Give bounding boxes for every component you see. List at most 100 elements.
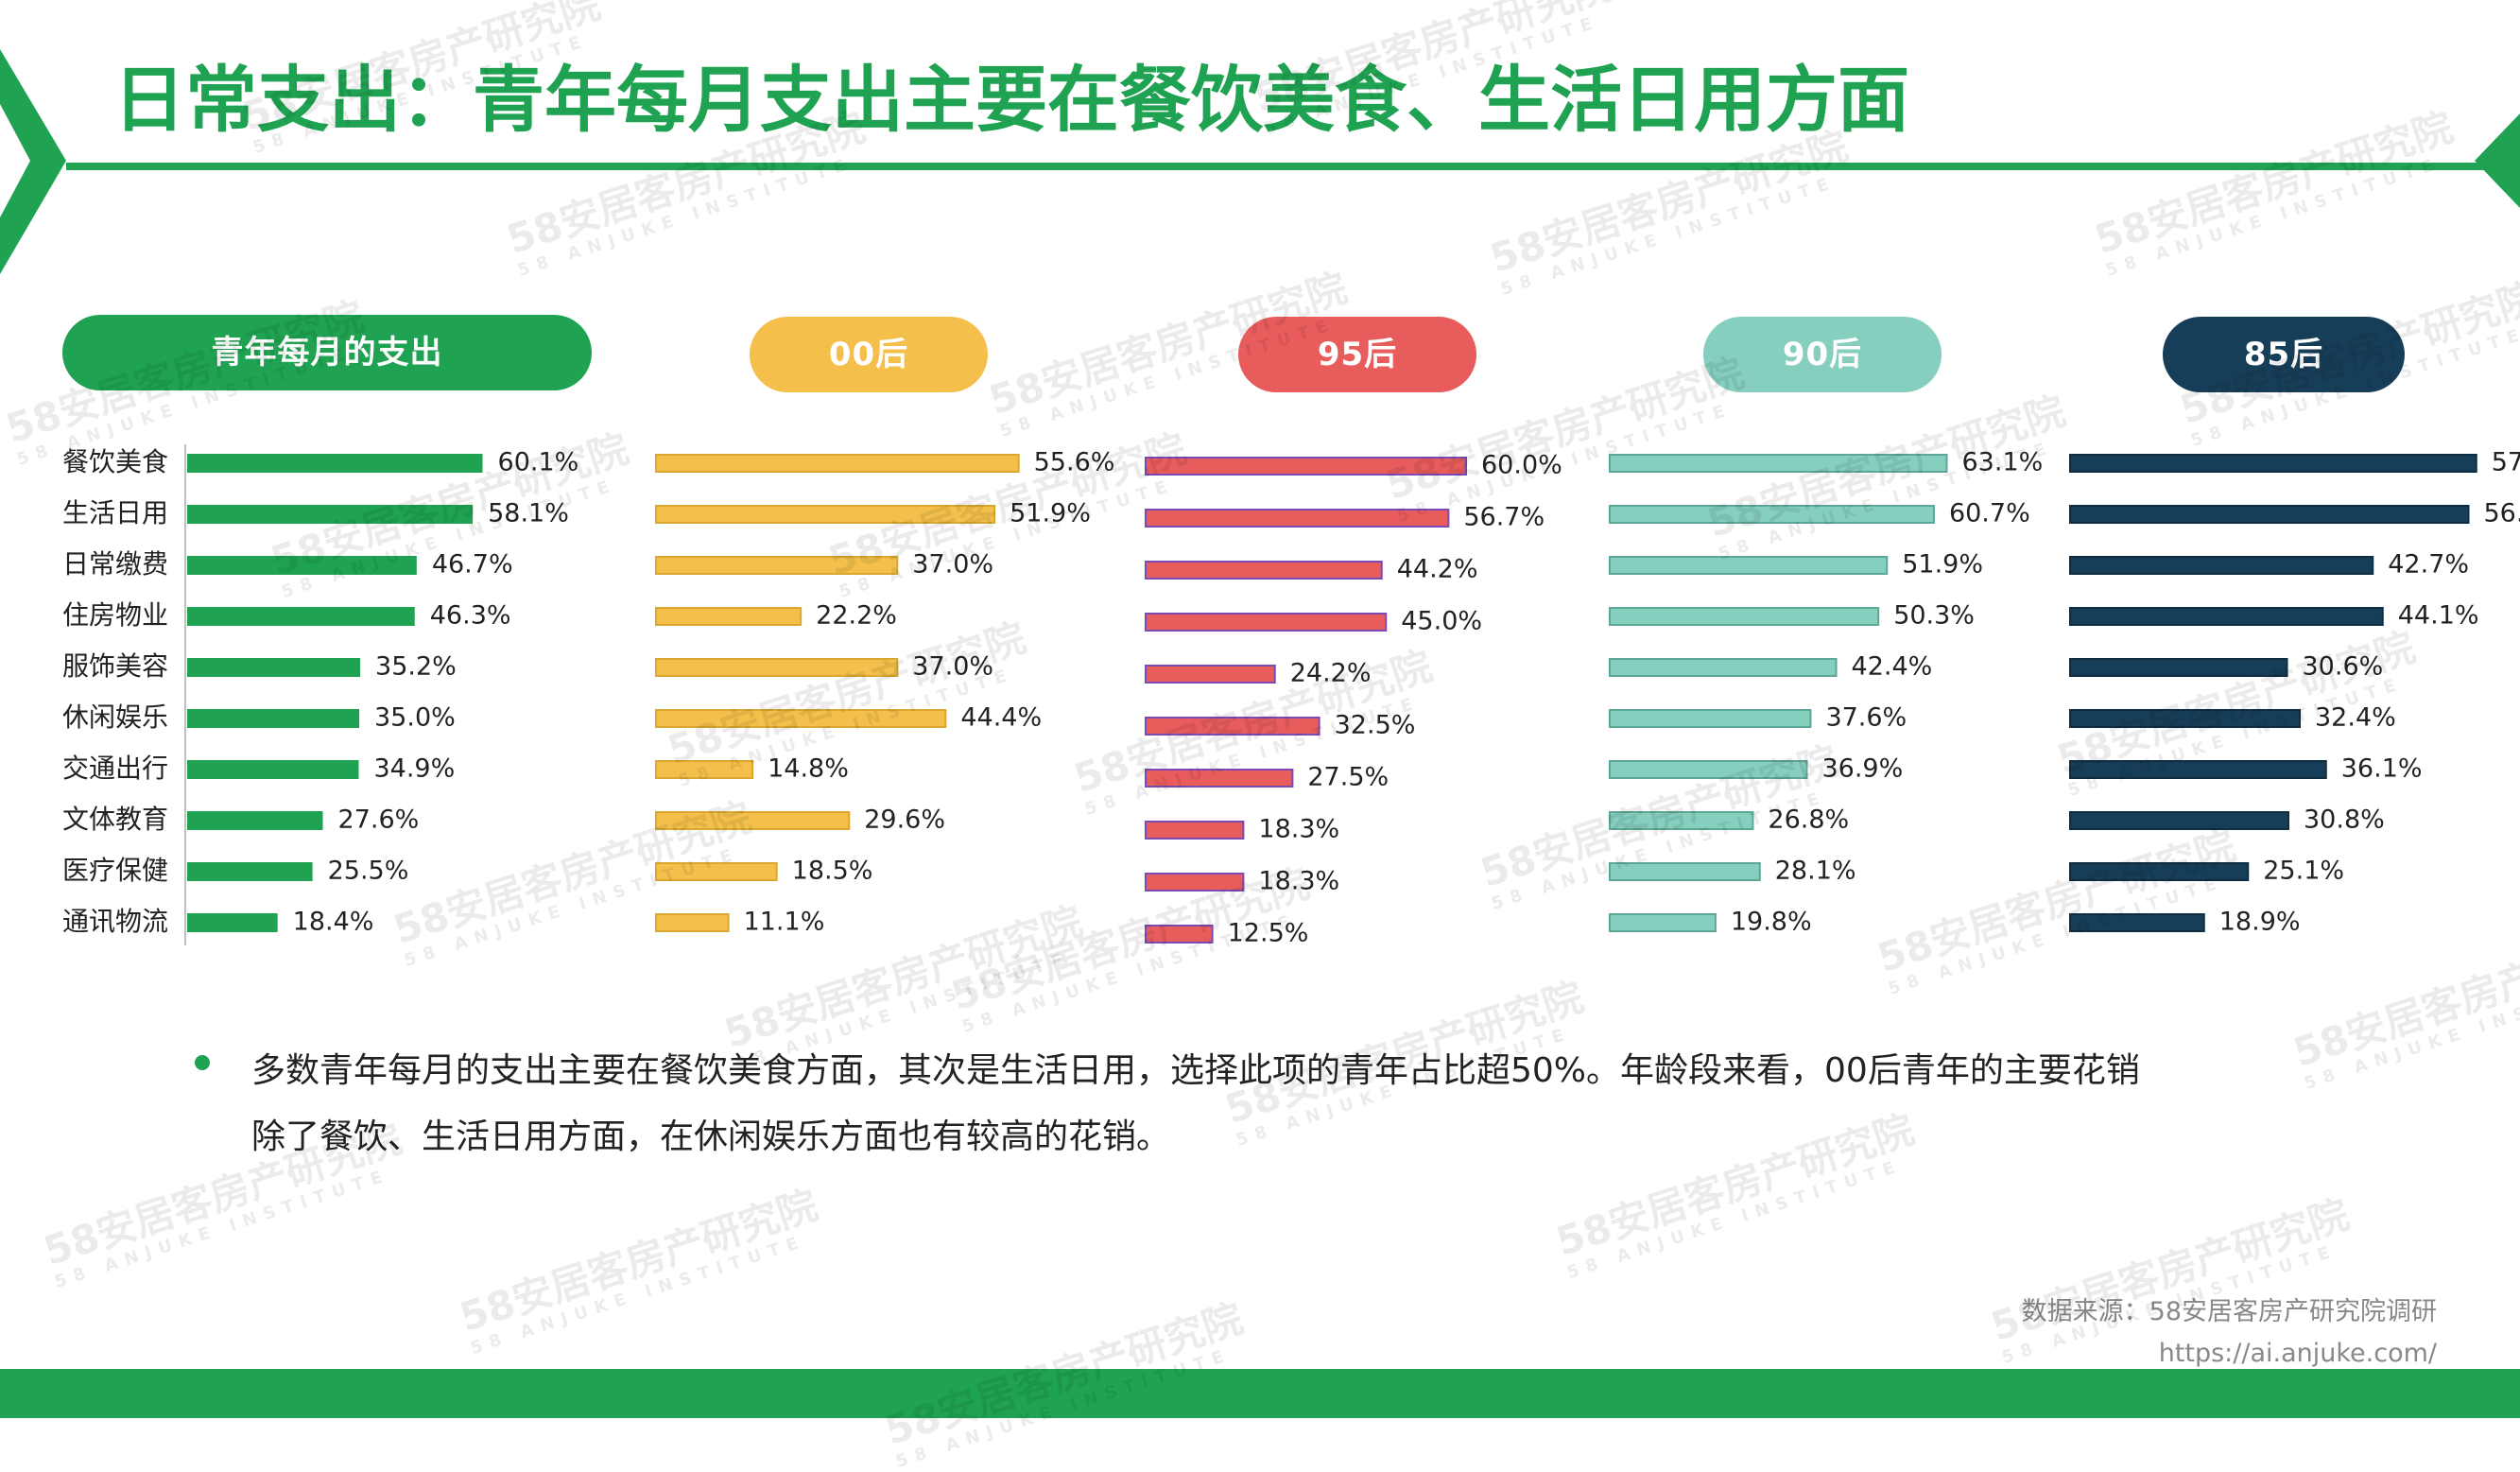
- data-label-2-2: 44.2%: [1397, 555, 1478, 584]
- summary-line-1: 多数青年每月的支出主要在餐饮美食方面，其次是生活日用，选择此项的青年占比超50%…: [251, 1038, 2312, 1104]
- bar-0-6: [187, 760, 358, 779]
- title-underline: [66, 163, 2520, 170]
- data-label-4-2: 42.7%: [2388, 550, 2469, 580]
- data-label-4-5: 32.4%: [2315, 703, 2396, 733]
- bar-4-8: [2070, 863, 2248, 880]
- bar-2-3: [1146, 614, 1386, 631]
- data-label-0-5: 35.0%: [374, 703, 456, 733]
- bar-1-2: [656, 557, 897, 574]
- data-label-0-4: 35.2%: [375, 652, 457, 682]
- data-label-2-9: 12.5%: [1228, 919, 1309, 948]
- bar-0-8: [187, 862, 313, 881]
- category-label-2: 日常缴费: [62, 548, 168, 580]
- bar-2-7: [1146, 822, 1243, 839]
- data-label-1-2: 37.0%: [912, 550, 993, 580]
- data-label-0-1: 58.1%: [488, 499, 569, 528]
- bar-2-0: [1146, 458, 1466, 475]
- data-label-1-1: 51.9%: [1010, 499, 1091, 528]
- bar-3-1: [1610, 506, 1934, 523]
- bar-2-6: [1146, 770, 1292, 787]
- data-label-0-8: 25.5%: [328, 857, 409, 886]
- data-label-3-3: 50.3%: [1893, 601, 1975, 631]
- bar-0-2: [187, 556, 417, 575]
- panel-title-0: 青年每月的支出: [62, 315, 592, 390]
- bar-3-7: [1610, 812, 1752, 829]
- summary-paragraph: 多数青年每月的支出主要在餐饮美食方面，其次是生活日用，选择此项的青年占比超50%…: [251, 1038, 2312, 1170]
- summary-bullet-icon: [195, 1055, 210, 1070]
- data-label-4-1: 56.2%: [2484, 499, 2520, 528]
- bar-4-3: [2070, 608, 2383, 625]
- bar-3-9: [1610, 914, 1716, 931]
- bar-3-0: [1610, 455, 1947, 472]
- data-label-2-5: 32.5%: [1335, 711, 1416, 740]
- bar-3-6: [1610, 761, 1806, 778]
- bar-4-1: [2070, 506, 2469, 523]
- source-label: 数据来源：58安居客房产研究院调研: [2022, 1291, 2437, 1333]
- bar-4-4: [2070, 659, 2287, 676]
- category-label-1: 生活日用: [62, 497, 168, 528]
- source-url: https://ai.anjuke.com/: [2022, 1333, 2437, 1375]
- data-label-1-6: 14.8%: [768, 754, 849, 784]
- data-label-3-6: 36.9%: [1821, 754, 1903, 784]
- data-label-2-8: 18.3%: [1258, 867, 1339, 896]
- category-label-0: 餐饮美食: [62, 446, 168, 477]
- data-label-4-6: 36.1%: [2341, 754, 2423, 784]
- bar-2-8: [1146, 874, 1243, 891]
- data-label-0-7: 27.6%: [338, 805, 420, 835]
- bar-4-6: [2070, 761, 2326, 778]
- data-label-2-4: 24.2%: [1290, 659, 1372, 688]
- data-label-4-7: 30.8%: [2304, 805, 2385, 835]
- bar-2-5: [1146, 718, 1320, 735]
- bar-0-7: [187, 811, 323, 830]
- data-label-3-9: 19.8%: [1731, 908, 1812, 937]
- bar-1-7: [656, 812, 849, 829]
- category-label-3: 住房物业: [62, 599, 168, 631]
- chart-group: 60.1%餐饮美食58.1%生活日用46.7%日常缴费46.3%住房物业35.2…: [62, 444, 2520, 948]
- data-label-3-4: 42.4%: [1852, 652, 1933, 682]
- bar-4-2: [2070, 557, 2373, 574]
- data-label-3-2: 51.9%: [1902, 550, 1983, 580]
- data-label-3-7: 26.8%: [1768, 805, 1849, 835]
- category-label-8: 医疗保健: [62, 855, 168, 886]
- bar-3-5: [1610, 710, 1810, 727]
- bar-1-4: [656, 659, 897, 676]
- bar-4-5: [2070, 710, 2300, 727]
- data-label-2-6: 27.5%: [1307, 763, 1389, 792]
- data-label-1-5: 44.4%: [960, 703, 1042, 733]
- right-chevron-decoration: [2475, 113, 2520, 208]
- data-label-0-3: 46.3%: [430, 601, 511, 631]
- category-label-4: 服饰美容: [62, 650, 168, 682]
- bar-2-4: [1146, 666, 1275, 683]
- data-label-2-3: 45.0%: [1401, 607, 1482, 636]
- bar-0-9: [187, 913, 278, 932]
- panel-title-2: 95后: [1238, 317, 1476, 392]
- bar-2-2: [1146, 562, 1382, 579]
- data-label-3-1: 60.7%: [1949, 499, 2030, 528]
- data-label-3-5: 37.6%: [1825, 703, 1907, 733]
- data-label-2-0: 60.0%: [1481, 451, 1562, 480]
- bar-1-0: [656, 455, 1019, 472]
- category-label-9: 通讯物流: [62, 906, 168, 937]
- page-title: 日常支出：青年每月支出主要在餐饮美食、生活日用方面: [113, 53, 1909, 147]
- summary-line-2: 除了餐饮、生活日用方面，在休闲娱乐方面也有较高的花销。: [251, 1104, 2312, 1170]
- data-label-0-9: 18.4%: [293, 908, 374, 937]
- footer-band: [0, 1369, 2520, 1418]
- data-label-1-8: 18.5%: [792, 857, 873, 886]
- data-label-4-0: 57.3%: [2492, 448, 2520, 477]
- panel-title-4: 85后: [2163, 317, 2405, 392]
- bar-4-7: [2070, 812, 2288, 829]
- bar-1-3: [656, 608, 801, 625]
- data-label-1-4: 37.0%: [912, 652, 993, 682]
- data-label-1-9: 11.1%: [744, 908, 825, 937]
- data-label-0-2: 46.7%: [432, 550, 513, 580]
- slide-graphics: 60.1%餐饮美食58.1%生活日用46.7%日常缴费46.3%住房物业35.2…: [0, 0, 2520, 1418]
- panel-title-3: 90后: [1703, 317, 1942, 392]
- bar-3-8: [1610, 863, 1760, 880]
- data-label-0-6: 34.9%: [373, 754, 455, 784]
- bar-1-5: [656, 710, 945, 727]
- data-label-2-7: 18.3%: [1258, 815, 1339, 844]
- data-label-3-0: 63.1%: [1962, 448, 2044, 477]
- bar-3-3: [1610, 608, 1878, 625]
- bar-2-1: [1146, 510, 1448, 527]
- data-label-4-9: 18.9%: [2219, 908, 2301, 937]
